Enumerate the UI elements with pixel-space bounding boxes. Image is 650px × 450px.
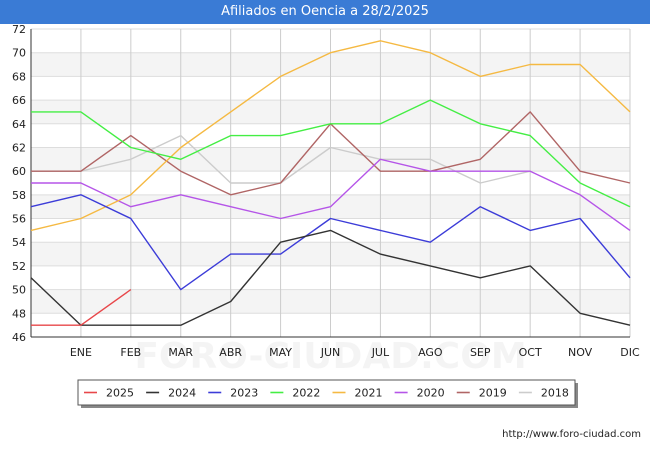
legend-label-2023: 2023: [230, 387, 258, 400]
legend-label-2020: 2020: [417, 387, 445, 400]
legend-label-2019: 2019: [479, 387, 507, 400]
x-tick-label: SEP: [470, 346, 491, 359]
x-tick-label: ABR: [219, 346, 242, 359]
x-tick-label: OCT: [519, 346, 542, 359]
series-line-2021: [30, 40, 631, 232]
y-tick-label: 46: [12, 331, 26, 344]
y-tick-label: 54: [12, 236, 26, 249]
x-tick-label: NOV: [568, 346, 593, 359]
y-tick-label: 60: [12, 165, 26, 178]
x-tick-label: FEB: [120, 346, 141, 359]
y-tick-label: 48: [12, 307, 26, 320]
series-line-2022: [31, 99, 631, 208]
legend-box: [77, 379, 576, 406]
series-line-2024: [30, 229, 631, 326]
y-tick-label: 56: [12, 213, 26, 226]
x-tick-label: MAY: [269, 346, 292, 359]
x-tick-label: ENE: [70, 346, 92, 359]
series-line-2025: [31, 289, 132, 326]
title-bar: Afiliados en Oencia a 28/2/2025: [0, 0, 650, 24]
series-line-2023: [30, 194, 631, 291]
x-tick-label: AGO: [418, 346, 443, 359]
x-tick-label: MAR: [168, 346, 193, 359]
series-line-2020: [31, 158, 631, 231]
y-tick-label: 66: [12, 94, 26, 107]
legend-label-2024: 2024: [168, 387, 196, 400]
watermark: FORO-CIUDAD.COM: [134, 336, 526, 377]
x-tick-label: JUN: [320, 346, 341, 359]
y-tick-label: 64: [12, 118, 26, 131]
x-tick-label: JUL: [371, 346, 390, 359]
y-tick-label: 62: [12, 141, 26, 154]
y-tick-label: 68: [12, 70, 26, 83]
legend-label-2021: 2021: [355, 387, 383, 400]
chart-title: Afiliados en Oencia a 28/2/2025: [221, 4, 429, 19]
y-tick-label: 50: [12, 284, 26, 297]
y-tick-label: 72: [12, 23, 26, 36]
legend-label-2025: 2025: [106, 387, 134, 400]
y-tick-label: 52: [12, 260, 26, 273]
y-tick-label: 70: [12, 47, 26, 60]
legend-label-2018: 2018: [541, 387, 569, 400]
x-tick-label: DIC: [620, 346, 640, 359]
y-tick-label: 58: [12, 189, 26, 202]
legend-label-2022: 2022: [292, 387, 320, 400]
footer-url: http://www.foro-ciudad.com: [502, 429, 641, 440]
